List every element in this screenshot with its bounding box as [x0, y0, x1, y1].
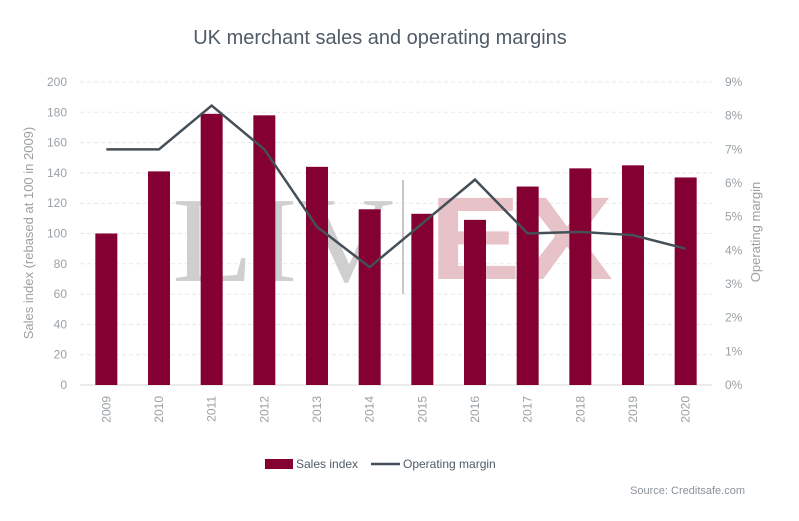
y-tick-label: 20: [54, 348, 68, 362]
y2-tick-label: 6%: [725, 176, 743, 190]
y-tick-label: 180: [47, 105, 67, 119]
bar: [516, 186, 539, 385]
x-tick-label: 2011: [205, 396, 219, 422]
bar: [569, 168, 592, 385]
x-tick-label: 2014: [363, 396, 377, 423]
legend: Sales index Operating margin: [265, 457, 496, 471]
x-tick-label: 2019: [626, 396, 640, 423]
x-tick-label: 2013: [310, 396, 324, 423]
line-series: [106, 103, 686, 269]
watermark-divider: [402, 180, 404, 294]
bar-series: [95, 113, 697, 385]
legend-label-margin: Operating margin: [403, 457, 496, 471]
y2-tick-label: 9%: [725, 75, 743, 89]
right-axis-ticks: 0% 1% 2% 3% 4% 5% 6% 7% 8% 9%: [725, 75, 743, 392]
chart-title: UK merchant sales and operating margins: [193, 27, 567, 49]
bar: [464, 219, 486, 385]
x-tick-label: 2010: [152, 396, 166, 423]
y2-tick-label: 1%: [725, 344, 743, 358]
x-tick-label: 2012: [257, 396, 271, 423]
bar: [200, 113, 223, 385]
x-tick-label: 2016: [468, 396, 482, 423]
x-tick-label: 2017: [521, 396, 535, 423]
source-note: Source: Creditsafe.com: [630, 485, 745, 497]
y-tick-label: 60: [54, 287, 68, 301]
left-axis-ticks: 0 20 40 60 80 100 120 140 160 180 200: [47, 75, 67, 392]
watermark-logo: LIV EX: [172, 173, 613, 308]
y-tick-label: 100: [47, 227, 67, 241]
y2-tick-label: 5%: [725, 210, 743, 224]
margin-line: [106, 103, 686, 269]
bar: [358, 209, 381, 385]
y2-tick-label: 3%: [725, 277, 743, 291]
x-tick-label: 2009: [99, 396, 113, 423]
x-tick-label: 2015: [415, 396, 429, 423]
bar: [95, 233, 118, 385]
y-tick-label: 120: [47, 196, 67, 210]
gridlines: [80, 81, 712, 386]
y-tick-label: 80: [54, 257, 68, 271]
y-tick-label: 200: [47, 75, 67, 89]
bar: [622, 165, 644, 385]
y2-axis-title: Operating margin: [748, 182, 763, 282]
bar: [306, 166, 328, 385]
bar: [148, 171, 170, 385]
y2-tick-label: 2%: [725, 311, 743, 325]
y-tick-label: 160: [47, 136, 67, 150]
y2-tick-label: 8%: [725, 109, 743, 123]
y-tick-label: 140: [47, 166, 67, 180]
bar: [674, 177, 697, 385]
bar: [411, 213, 434, 385]
x-tick-label: 2018: [573, 396, 587, 423]
y2-tick-label: 4%: [725, 243, 743, 257]
y2-tick-label: 0%: [725, 378, 743, 392]
x-axis-ticks: 2009 2010 2011 2012 2013 2014 2015 2016 2017 2018…: [99, 396, 692, 423]
y-axis-title: Sales index (rebased at 100 in 2009): [21, 127, 36, 339]
y-tick-label: 40: [54, 317, 68, 331]
y-tick-label: 0: [60, 378, 67, 392]
legend-swatch-sales: [265, 459, 293, 469]
y2-tick-label: 7%: [725, 142, 743, 156]
x-tick-label: 2020: [679, 396, 693, 423]
legend-label-sales: Sales index: [296, 457, 358, 471]
bar: [253, 115, 276, 385]
